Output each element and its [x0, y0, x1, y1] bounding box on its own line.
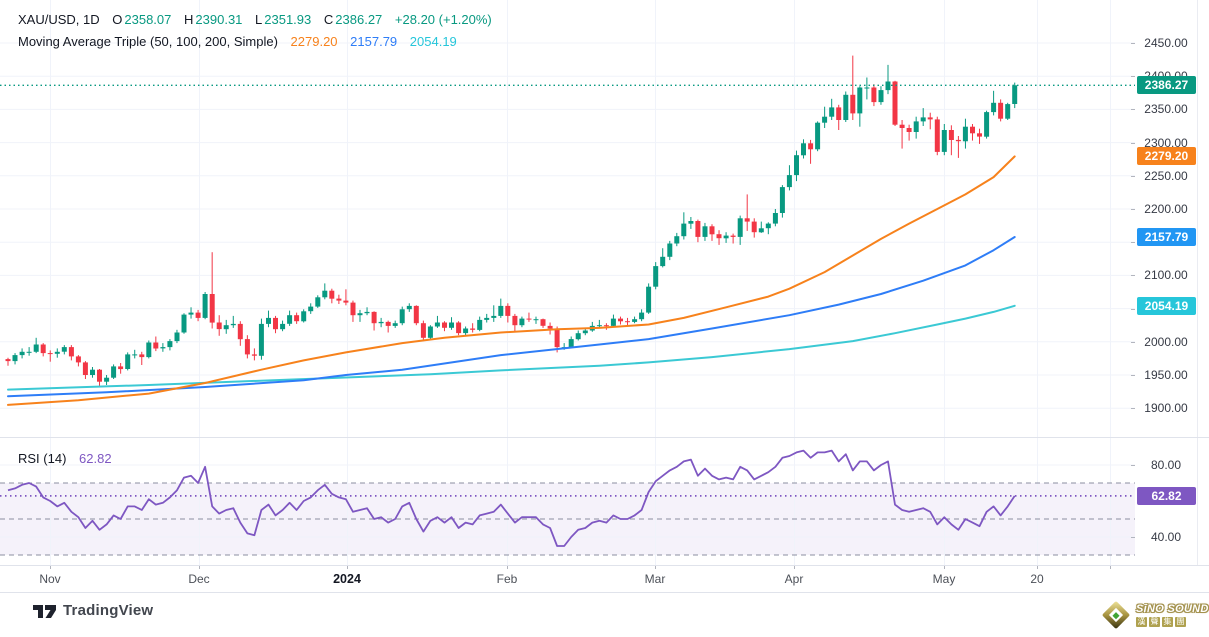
sinosound-cjk-char: 團: [1175, 617, 1186, 627]
rsi-axis-label: 80.00: [1150, 458, 1182, 472]
ma-legend-row: Moving Average Triple (50, 100, 200, Sim…: [18, 34, 459, 49]
time-axis-tick: [944, 565, 945, 569]
time-axis-label-apr: Apr: [784, 572, 804, 586]
sinosound-diamond-icon: [1100, 598, 1132, 632]
sma50-line: [7, 155, 1016, 406]
ma50-value: 2279.20: [290, 34, 338, 49]
time-axis-label-2024: 2024: [333, 572, 361, 586]
price-axis-tick: [1131, 408, 1135, 409]
rsi-line: [7, 449, 1016, 547]
high-label: H: [184, 12, 194, 27]
rsi-axis-label: 40.00: [1150, 530, 1182, 544]
close-label: C: [323, 12, 334, 27]
price-axis-tick: [1131, 143, 1135, 144]
price-scale[interactable]: 2450.002400.002350.002300.002250.002200.…: [0, 0, 1209, 592]
time-axis-label-dec: Dec: [188, 572, 210, 586]
tradingview-logo[interactable]: TradingView: [33, 602, 153, 619]
price-chart-canvas[interactable]: [0, 0, 1135, 437]
price-axis-label: 2350.00: [1144, 102, 1188, 117]
rsi-axis-tick: [1131, 465, 1135, 466]
sinosound-logo[interactable]: SiNO SOUND 漢聲集團: [1100, 598, 1209, 632]
sinosound-cjk-char: 聲: [1149, 617, 1160, 627]
time-axis-tick: [1037, 565, 1038, 569]
time-axis-label-mar: Mar: [644, 572, 666, 586]
sinosound-wordmark: SiNO SOUND: [1136, 603, 1209, 615]
price-axis-tick: [1131, 342, 1135, 343]
candles: [5, 55, 1018, 387]
price-axis-label: 2100.00: [1144, 268, 1188, 283]
time-axis-label-feb: Feb: [496, 572, 518, 586]
tradingview-label: TradingView: [63, 602, 154, 619]
time-scale[interactable]: Nov Dec 2024 Feb Mar Apr May 20: [0, 565, 1209, 592]
time-axis-tick: [347, 565, 348, 569]
tradingview-mark-icon: [33, 605, 56, 618]
ma-100-badge: 2157.79: [1137, 228, 1196, 247]
price-axis-tick: [1131, 275, 1135, 276]
rsi-legend-row: RSI (14) 62.82: [18, 451, 114, 466]
price-axis-label: 2450.00: [1144, 36, 1188, 50]
time-axis-label-may: May: [932, 572, 956, 586]
ma100-value: 2157.79: [350, 34, 398, 49]
price-axis-label: 2250.00: [1144, 168, 1188, 183]
rsi-indicator-title[interactable]: RSI (14): [18, 451, 67, 466]
change-value: +28.20 (+1.20%): [394, 12, 492, 27]
time-axis-label-20: 20: [1030, 572, 1044, 586]
price-axis-tick: [1131, 176, 1135, 177]
time-axis-tick: [199, 565, 200, 569]
ma-200-badge: 2054.19: [1137, 296, 1196, 315]
price-axis-tick: [1131, 309, 1135, 310]
close-value: 2386.27: [335, 12, 383, 27]
price-axis-label: 1900.00: [1144, 401, 1188, 416]
open-label: O: [112, 12, 123, 27]
time-axis-tick: [50, 565, 51, 569]
price-axis-label: 1950.00: [1144, 368, 1188, 382]
price-axis-label: 2200.00: [1144, 202, 1188, 216]
sma200-line: [7, 304, 1016, 391]
scale-right-border: [1197, 0, 1198, 592]
open-value: 2358.07: [124, 12, 172, 27]
price-axis-tick: [1131, 242, 1135, 243]
rsi-axis-tick: [1131, 537, 1135, 538]
symbol-title[interactable]: XAU/USD, 1D: [18, 12, 100, 27]
price-axis-tick: [1131, 76, 1135, 77]
sma100-line: [7, 236, 1016, 398]
ma200-value: 2054.19: [409, 34, 457, 49]
price-axis-label: 2300.00: [1144, 135, 1188, 150]
rsi-current-badge: 62.82: [1137, 486, 1196, 505]
time-axis-label-nov: Nov: [39, 572, 61, 586]
time-axis-tick: [655, 565, 656, 569]
sinosound-cjk-char: 集: [1162, 617, 1173, 627]
time-axis-tick: [507, 565, 508, 569]
time-axis-tick: [794, 565, 795, 569]
symbol-legend-row: XAU/USD, 1D O 2358.07 H 2390.31 L 2351.93 C…: [18, 12, 494, 27]
ma-50-badge: 2279.20: [1137, 147, 1196, 166]
price-axis-tick: [1131, 375, 1135, 376]
time-axis-border: [0, 565, 1209, 566]
price-axis-tick: [1131, 43, 1135, 44]
low-label: L: [255, 12, 263, 27]
rsi-value: 62.82: [79, 451, 112, 466]
ma-indicator-title[interactable]: Moving Average Triple (50, 100, 200, Sim…: [18, 34, 278, 49]
time-axis-tick: [1110, 565, 1111, 569]
sinosound-cjk-char: 漢: [1136, 617, 1147, 627]
sinosound-chinese-name: 漢聲集團: [1136, 617, 1209, 627]
last-price-badge: 2386.27: [1137, 76, 1196, 95]
price-axis-label: 2000.00: [1144, 334, 1188, 349]
low-value: 2351.93: [264, 12, 312, 27]
widget-bottom-border: [0, 592, 1209, 593]
price-axis-tick: [1131, 109, 1135, 110]
high-value: 2390.31: [195, 12, 243, 27]
pane-resize-handle[interactable]: [0, 437, 1209, 438]
rsi-chart-canvas[interactable]: [0, 437, 1135, 565]
price-axis-tick: [1131, 209, 1135, 210]
